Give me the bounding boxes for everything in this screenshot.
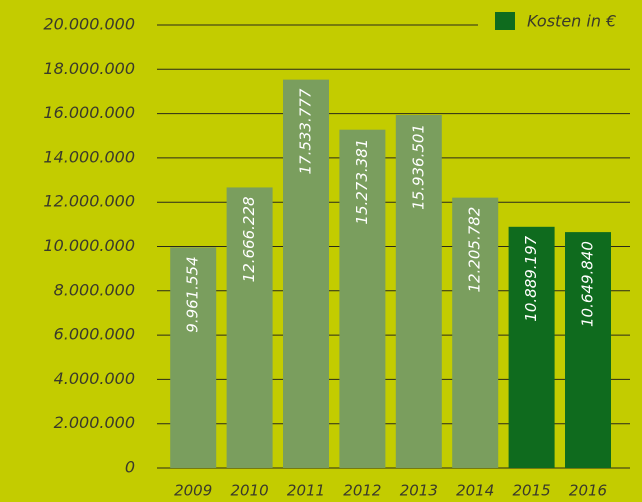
bar xyxy=(339,129,386,468)
y-tick-label: 10.000.000 xyxy=(43,236,135,255)
bar xyxy=(508,226,555,468)
y-tick-label: 16.000.000 xyxy=(43,103,135,122)
bar xyxy=(565,232,611,468)
value-label: 17.533.777 xyxy=(297,88,315,174)
y-tick-label: 18.000.000 xyxy=(43,59,135,78)
x-tick-label: 2016 xyxy=(569,482,607,500)
y-tick-label: 20.000.000 xyxy=(43,15,135,34)
bar xyxy=(226,187,273,468)
y-tick-label: 2.000.000 xyxy=(54,413,135,432)
value-label: 15.936.501 xyxy=(409,124,427,210)
x-tick-label: 2010 xyxy=(231,482,269,500)
y-tick-label: 6.000.000 xyxy=(54,325,135,344)
x-tick-label: 2014 xyxy=(456,482,494,500)
value-label: 12.666.228 xyxy=(240,196,258,282)
x-tick-label: 2013 xyxy=(400,482,438,500)
bar xyxy=(283,79,329,469)
x-tick-label: 2011 xyxy=(287,482,325,500)
y-tick-label: 4.000.000 xyxy=(54,369,135,388)
legend-swatch xyxy=(495,12,515,30)
x-tick-label: 2009 xyxy=(174,482,212,500)
y-tick-label: 14.000.000 xyxy=(43,147,135,166)
y-tick-label: 0 xyxy=(125,458,135,477)
x-tick-label: 2012 xyxy=(343,482,381,500)
bar xyxy=(452,197,499,469)
value-label: 15.273.381 xyxy=(353,139,371,225)
y-tick-label: 8.000.000 xyxy=(54,280,135,299)
y-tick-label: 12.000.000 xyxy=(43,192,135,211)
value-label: 10.649.840 xyxy=(579,241,597,327)
x-tick-label: 2015 xyxy=(513,482,551,500)
legend-label: Kosten in € xyxy=(527,12,616,31)
bar xyxy=(395,115,442,468)
value-label: 10.889.197 xyxy=(522,235,540,321)
value-label: 12.205.782 xyxy=(466,207,484,293)
value-label: 9.961.554 xyxy=(184,256,202,332)
bar xyxy=(170,247,217,468)
